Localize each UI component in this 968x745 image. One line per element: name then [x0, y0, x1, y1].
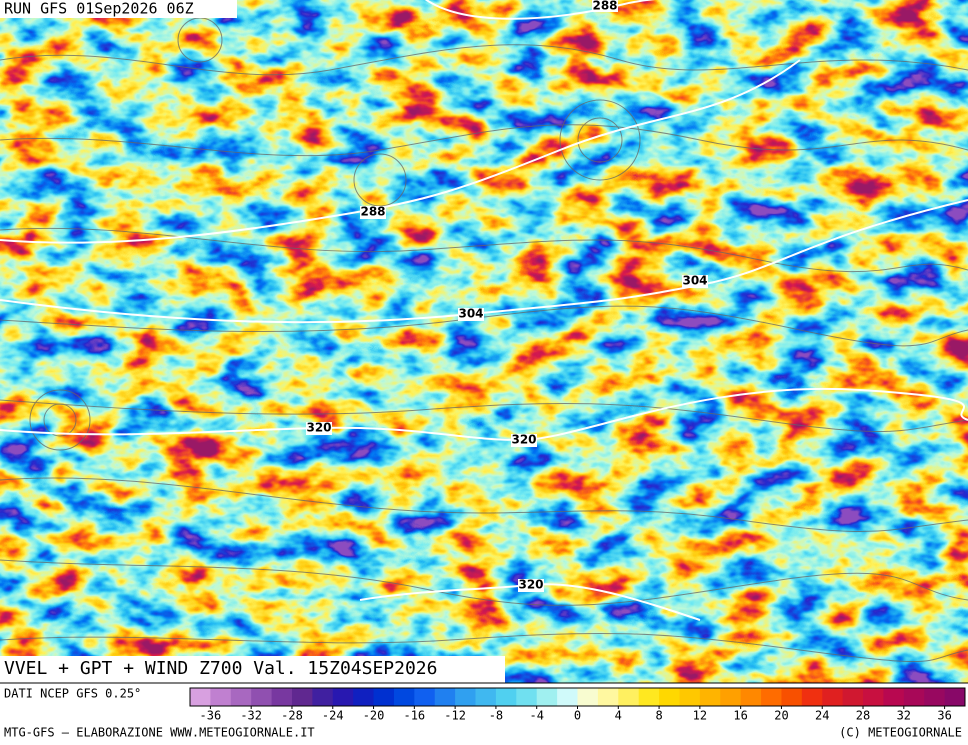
- contour-label: 320: [518, 578, 543, 592]
- colorbar-tick-label: 28: [856, 709, 870, 723]
- color-swatch: [516, 688, 538, 706]
- footer-left: MTG-GFS — ELABORAZIONE WWW.METEOGIORNALE…: [4, 726, 315, 740]
- vvel-field: [0, 0, 968, 683]
- label-bg: [592, 0, 618, 12]
- contour-labels: 288 288 304 304 320 320 320: [306, 0, 708, 592]
- color-swatch: [638, 688, 660, 706]
- color-swatch: [414, 688, 436, 706]
- map-title: VVEL + GPT + WIND Z700 Val. 15Z04SEP2026: [4, 658, 437, 679]
- color-swatch: [720, 688, 742, 706]
- contour-label: 320: [306, 421, 331, 435]
- color-swatch: [557, 688, 578, 706]
- color-swatch: [210, 688, 232, 706]
- color-swatch: [393, 688, 415, 706]
- color-swatch: [373, 688, 395, 706]
- colorbar-tick-label: -28: [281, 709, 303, 723]
- color-swatch: [822, 688, 844, 706]
- color-swatch: [271, 688, 293, 706]
- color-swatch: [536, 688, 558, 706]
- colorbar-tick-label: -20: [363, 709, 385, 723]
- run-label: RUN GFS 01Sep2026 06Z: [4, 0, 194, 18]
- color-swatch: [801, 688, 823, 706]
- data-source: DATI NCEP GFS 0.25°: [4, 687, 141, 701]
- title-bg: [0, 656, 505, 683]
- colorbar-tick-label: 16: [733, 709, 747, 723]
- color-swatch: [761, 688, 782, 706]
- wind-streamlines: [0, 17, 968, 663]
- colorbar-tick-label: 32: [897, 709, 911, 723]
- color-swatch: [659, 688, 680, 706]
- label-bg: [518, 579, 544, 592]
- color-swatch: [883, 688, 905, 706]
- color-swatch: [618, 688, 640, 706]
- color-swatch: [944, 688, 966, 706]
- color-swatch: [679, 688, 701, 706]
- color-swatch: [781, 688, 803, 706]
- colorbar: -36 -32 -28 -24 -20 -16 -12 -8 -4 0 4 8 12 16 20 24 28 32…: [189, 687, 966, 723]
- contour-label: 304: [682, 274, 707, 288]
- colorbar-tick-label: 36: [937, 709, 951, 723]
- label-bg: [511, 434, 537, 447]
- color-swatch: [251, 688, 273, 706]
- color-swatch: [577, 688, 599, 706]
- color-swatch: [190, 688, 211, 706]
- color-swatch: [842, 688, 864, 706]
- color-swatch: [740, 688, 762, 706]
- color-swatch: [699, 688, 721, 706]
- color-swatch: [291, 688, 313, 706]
- footer-right: (C) METEOGIORNALE: [839, 726, 962, 740]
- label-bg: [682, 275, 708, 288]
- color-swatch: [312, 688, 334, 706]
- color-swatch: [863, 688, 884, 706]
- color-swatch: [924, 688, 946, 706]
- colorbar-tick-label: -36: [200, 709, 222, 723]
- color-swatch: [903, 688, 925, 706]
- contour-label: 304: [458, 307, 483, 321]
- colorbar-tick-label: 8: [655, 709, 662, 723]
- color-swatch: [495, 688, 517, 706]
- colorbar-tick-label: -24: [322, 709, 344, 723]
- contour-label: 320: [511, 433, 536, 447]
- colorbar-tick-label: -16: [403, 709, 425, 723]
- colorbar-tick-label: 12: [693, 709, 707, 723]
- color-swatch: [475, 688, 497, 706]
- colorbar-tick-label: -32: [240, 709, 262, 723]
- colorbar-tick-label: -8: [489, 709, 503, 723]
- contour-label: 288: [592, 0, 617, 13]
- color-swatch: [230, 688, 252, 706]
- colorbar-tick-label: 0: [574, 709, 581, 723]
- colorbar-tick-label: 4: [615, 709, 622, 723]
- colorbar-tick-label: -12: [444, 709, 466, 723]
- color-swatch: [455, 688, 477, 706]
- colorbar-tick-label: -4: [529, 709, 543, 723]
- label-bg: [458, 308, 484, 321]
- header-bg: [0, 0, 237, 18]
- color-swatch: [434, 688, 456, 706]
- label-bg: [360, 206, 386, 219]
- colorbar-tick-label: 24: [815, 709, 829, 723]
- color-swatch: [332, 688, 354, 706]
- colorbar-tick-label: 20: [774, 709, 788, 723]
- color-swatch: [353, 688, 375, 706]
- color-swatch: [597, 688, 619, 706]
- contour-label: 288: [360, 205, 385, 219]
- label-bg: [306, 422, 332, 435]
